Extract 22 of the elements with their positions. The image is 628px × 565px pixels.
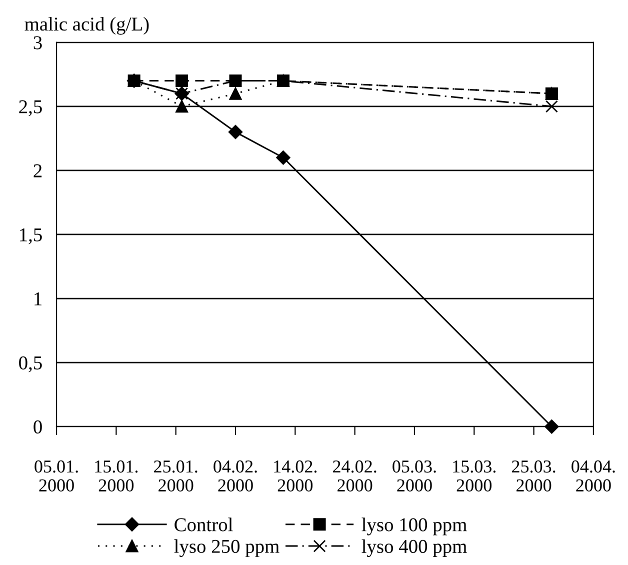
x-tick-label: 04.04. 2000 xyxy=(572,460,615,492)
legend-label: lyso 250 ppm xyxy=(174,539,280,557)
x-tick-label: 25.01. 2000 xyxy=(154,460,198,492)
y-tick-label: 0,5 xyxy=(19,356,42,372)
x-tick-label: 04.02. 2000 xyxy=(214,460,257,492)
x-tick-label: 05.03. 2000 xyxy=(392,460,436,492)
x-tick-label: 25.03. 2000 xyxy=(512,460,556,492)
x-tick-label: 15.01. 2000 xyxy=(95,460,138,492)
y-tick-label: 0 xyxy=(34,420,42,434)
legend-label: Control xyxy=(174,518,233,532)
x-tick-label: 05.01. 2000 xyxy=(34,460,78,492)
y-tick-label: 2,5 xyxy=(19,100,42,116)
legend-label: lyso 100 ppm xyxy=(362,518,467,536)
y-tick-label: 3 xyxy=(34,36,42,50)
x-tick-label: 24.02. 2000 xyxy=(333,460,376,492)
legend-label: lyso 400 ppm xyxy=(362,539,467,558)
y-tick-label: 2 xyxy=(34,164,42,178)
y-axis-title: malic acid (g/L) xyxy=(24,17,149,35)
y-tick-label: 1 xyxy=(34,292,42,306)
x-tick-label: 15.03. 2000 xyxy=(453,460,496,492)
y-tick-label: 1,5 xyxy=(20,228,42,244)
x-tick-label: 14.02. 2000 xyxy=(274,460,317,492)
